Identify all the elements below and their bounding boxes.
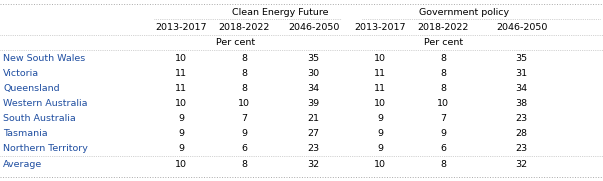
Text: 10: 10 — [175, 99, 187, 108]
Text: 9: 9 — [178, 144, 184, 153]
Text: Victoria: Victoria — [3, 69, 39, 78]
Text: 8: 8 — [241, 84, 247, 93]
Text: 9: 9 — [377, 129, 383, 138]
Text: 10: 10 — [175, 54, 187, 63]
Text: 9: 9 — [377, 144, 383, 153]
Text: 7: 7 — [440, 114, 446, 123]
Text: 32: 32 — [308, 160, 320, 169]
Text: 7: 7 — [241, 114, 247, 123]
Text: Western Australia: Western Australia — [3, 99, 87, 108]
Text: 30: 30 — [308, 69, 320, 78]
Text: 2013-2017: 2013-2017 — [155, 23, 207, 32]
Text: 8: 8 — [440, 84, 446, 93]
Text: 11: 11 — [175, 69, 187, 78]
Text: South Australia: South Australia — [3, 114, 76, 123]
Text: 23: 23 — [516, 144, 528, 153]
Text: 35: 35 — [516, 54, 528, 63]
Text: 23: 23 — [516, 114, 528, 123]
Text: 31: 31 — [516, 69, 528, 78]
Text: 9: 9 — [377, 114, 383, 123]
Text: 8: 8 — [241, 54, 247, 63]
Text: Per cent: Per cent — [216, 39, 254, 47]
Text: 10: 10 — [175, 160, 187, 169]
Text: Queensland: Queensland — [3, 84, 60, 93]
Text: 28: 28 — [516, 129, 528, 138]
Text: 34: 34 — [516, 84, 528, 93]
Text: 9: 9 — [440, 129, 446, 138]
Text: 2018-2022: 2018-2022 — [218, 23, 270, 32]
Text: Northern Territory: Northern Territory — [3, 144, 88, 153]
Text: 35: 35 — [308, 54, 320, 63]
Text: Clean Energy Future: Clean Energy Future — [232, 8, 329, 17]
Text: 32: 32 — [516, 160, 528, 169]
Text: 9: 9 — [241, 129, 247, 138]
Text: 2046-2050: 2046-2050 — [288, 23, 339, 32]
Text: 38: 38 — [516, 99, 528, 108]
Text: 34: 34 — [308, 84, 320, 93]
Text: 9: 9 — [178, 114, 184, 123]
Text: 8: 8 — [440, 69, 446, 78]
Text: 21: 21 — [308, 114, 320, 123]
Text: 8: 8 — [241, 160, 247, 169]
Text: 2013-2017: 2013-2017 — [354, 23, 406, 32]
Text: 11: 11 — [374, 69, 386, 78]
Text: 8: 8 — [241, 69, 247, 78]
Text: 6: 6 — [241, 144, 247, 153]
Text: 10: 10 — [374, 160, 386, 169]
Text: Tasmania: Tasmania — [3, 129, 48, 138]
Text: 8: 8 — [440, 54, 446, 63]
Text: Per cent: Per cent — [424, 39, 463, 47]
Text: 10: 10 — [374, 54, 386, 63]
Text: 27: 27 — [308, 129, 320, 138]
Text: 10: 10 — [238, 99, 250, 108]
Text: Average: Average — [3, 160, 42, 169]
Text: 9: 9 — [178, 129, 184, 138]
Text: 39: 39 — [308, 99, 320, 108]
Text: 6: 6 — [440, 144, 446, 153]
Text: 11: 11 — [175, 84, 187, 93]
Text: 23: 23 — [308, 144, 320, 153]
Text: 10: 10 — [374, 99, 386, 108]
Text: 8: 8 — [440, 160, 446, 169]
Text: 11: 11 — [374, 84, 386, 93]
Text: 2046-2050: 2046-2050 — [496, 23, 548, 32]
Text: 2018-2022: 2018-2022 — [417, 23, 469, 32]
Text: New South Wales: New South Wales — [3, 54, 85, 63]
Text: 10: 10 — [437, 99, 449, 108]
Text: Government policy: Government policy — [419, 8, 510, 17]
